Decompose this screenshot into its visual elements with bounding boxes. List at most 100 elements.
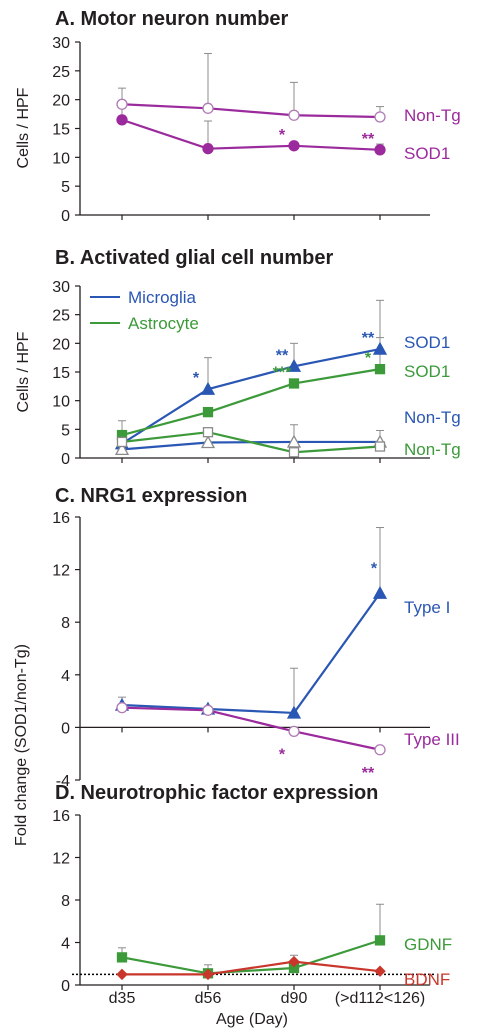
significance-star-b-1-3: * bbox=[365, 350, 372, 367]
data-point-b-2-2 bbox=[286, 434, 302, 448]
panel-b-y-tick-label: 15 bbox=[52, 365, 70, 382]
x-tick-label: d90 bbox=[281, 990, 308, 1007]
panel-b-y-tick-label: 25 bbox=[52, 308, 70, 325]
data-point-d-1-3 bbox=[374, 965, 386, 977]
panel-c-y-tick-label: 4 bbox=[61, 668, 70, 685]
data-point-a-1-2 bbox=[288, 140, 300, 152]
label-a-nontg: Non-Tg bbox=[404, 106, 461, 125]
panel-d-y-tick-label: 8 bbox=[61, 893, 70, 910]
data-point-b-2-1 bbox=[200, 435, 216, 449]
legend-microglia-label: Microglia bbox=[128, 288, 197, 307]
panel-d-title: D. Neurotrophic factor expression bbox=[55, 782, 378, 804]
label-c-type1: Type I bbox=[404, 598, 450, 617]
panel-b-y-tick-label: 0 bbox=[61, 451, 70, 468]
panel-a-y-tick-label: 5 bbox=[61, 179, 70, 196]
data-point-b-3-0 bbox=[116, 436, 128, 448]
data-point-b-3-1 bbox=[202, 427, 214, 438]
panel-d-y-tick-label: 12 bbox=[52, 851, 70, 868]
data-point-b-1-1 bbox=[202, 406, 214, 418]
series-line-d-0 bbox=[121, 939, 381, 975]
panel-a-y-tick-label: 20 bbox=[52, 93, 70, 110]
x-axis-label: Age (Day) bbox=[216, 1011, 288, 1028]
data-point-b-3-3 bbox=[374, 441, 386, 452]
x-tick-labels: d35 d56 d90 (>d112<126) bbox=[109, 990, 426, 1007]
x-tick-label: d35 bbox=[109, 990, 136, 1007]
series-line-c-0 bbox=[121, 592, 381, 715]
x-tick-label: d56 bbox=[195, 990, 222, 1007]
data-point-a-0-2 bbox=[288, 109, 300, 121]
panel-b: B. Activated glial cell number Cells / H… bbox=[15, 247, 461, 468]
data-point-d-1-2 bbox=[288, 955, 300, 968]
panel-d-y-tick-label: 0 bbox=[61, 978, 70, 995]
label-b-astrocyte-nontg: Non-Tg bbox=[404, 440, 461, 459]
significance-star-b-0-1: * bbox=[193, 370, 200, 387]
label-b-astrocyte-sod1: SOD1 bbox=[404, 362, 450, 381]
panel-d-plot: 0 4 8 12 16 bbox=[52, 808, 435, 995]
data-point-a-0-1 bbox=[202, 102, 214, 114]
significance-star-b-1-2: *** bbox=[273, 364, 292, 381]
panel-a-y-tick-label: 0 bbox=[61, 208, 70, 225]
panel-b-y-tick-label: 20 bbox=[52, 336, 70, 353]
label-b-microglia-sod1: SOD1 bbox=[404, 333, 450, 352]
data-point-c-1-3 bbox=[374, 744, 386, 756]
significance-star-c-1-2: * bbox=[279, 746, 286, 763]
panel-a-title: A. Motor neuron number bbox=[55, 8, 289, 30]
panel-a-y-tick-label: 30 bbox=[52, 35, 70, 52]
data-point-d-0-0 bbox=[116, 952, 128, 963]
panel-c-y-tick-label: 12 bbox=[52, 563, 70, 580]
data-point-c-1-1 bbox=[202, 704, 214, 716]
series-line-a-1 bbox=[121, 118, 381, 151]
data-point-a-0-0 bbox=[116, 98, 128, 110]
significance-star-b-0-2: ** bbox=[276, 347, 289, 364]
label-b-microglia-nontg: Non-Tg bbox=[404, 408, 461, 427]
legend-astrocyte-label: Astrocyte bbox=[128, 314, 199, 333]
label-c-type3: Type III bbox=[404, 730, 460, 749]
panel-b-title: B. Activated glial cell number bbox=[55, 247, 333, 269]
data-point-d-1-0 bbox=[116, 968, 128, 981]
significance-star-c-0-3: * bbox=[371, 560, 378, 577]
data-point-b-1-3 bbox=[374, 363, 386, 375]
fold-change-ylabel: Fold change (SOD1/non-Tg) bbox=[13, 644, 30, 846]
data-point-d-0-3 bbox=[374, 935, 386, 946]
panel-a-y-tick-label: 10 bbox=[52, 150, 70, 167]
panel-d: D. Neurotrophic factor expression 0 4 8 12 1… bbox=[52, 782, 452, 1028]
data-point-b-3-2 bbox=[288, 447, 300, 458]
data-point-d-1-1 bbox=[202, 968, 214, 981]
data-point-a-0-3 bbox=[374, 111, 386, 123]
label-a-sod1: SOD1 bbox=[404, 144, 450, 163]
panel-a: A. Motor neuron number Cells / HPF 0 5 10 1… bbox=[15, 8, 461, 225]
data-point-b-0-1 bbox=[200, 381, 216, 395]
significance-star-b-0-3: ** bbox=[362, 330, 375, 347]
panel-b-legend: Microglia Astrocyte bbox=[90, 288, 199, 333]
panel-a-y-tick-label: 15 bbox=[52, 122, 70, 139]
data-point-a-1-1 bbox=[202, 143, 214, 155]
significance-star-a-1-3: ** bbox=[362, 131, 375, 148]
panel-a-ylabel: Cells / HPF bbox=[15, 87, 32, 168]
series-line-c-1 bbox=[121, 706, 381, 751]
series-line-b-3 bbox=[121, 431, 381, 454]
data-point-c-1-2 bbox=[288, 725, 300, 737]
significance-star-a-1-2: * bbox=[279, 127, 286, 144]
panel-c-y-tick-label: 8 bbox=[61, 615, 70, 632]
panel-b-ylabel: Cells / HPF bbox=[15, 331, 32, 412]
series-line-d-1 bbox=[122, 960, 381, 976]
panel-d-y-tick-label: 16 bbox=[52, 808, 70, 825]
label-d-bdnf: BDNF bbox=[404, 970, 450, 989]
label-d-gdnf: GDNF bbox=[404, 935, 452, 954]
series-line-b-0 bbox=[121, 347, 381, 445]
significance-star-c-1-3: ** bbox=[362, 765, 375, 782]
data-point-a-1-3 bbox=[374, 144, 386, 156]
series-line-a-0 bbox=[121, 103, 381, 119]
panel-c-title: C. NRG1 expression bbox=[55, 485, 247, 507]
data-point-b-0-2 bbox=[286, 358, 302, 372]
data-point-b-2-0 bbox=[114, 442, 130, 456]
data-point-b-1-2 bbox=[288, 378, 300, 389]
panel-c-y-tick-label: 16 bbox=[52, 510, 70, 527]
data-point-c-1-0 bbox=[116, 702, 128, 714]
panel-d-y-tick-label: 4 bbox=[61, 936, 70, 953]
panel-b-y-tick-label: 30 bbox=[52, 279, 70, 296]
data-point-c-0-3 bbox=[372, 585, 388, 599]
